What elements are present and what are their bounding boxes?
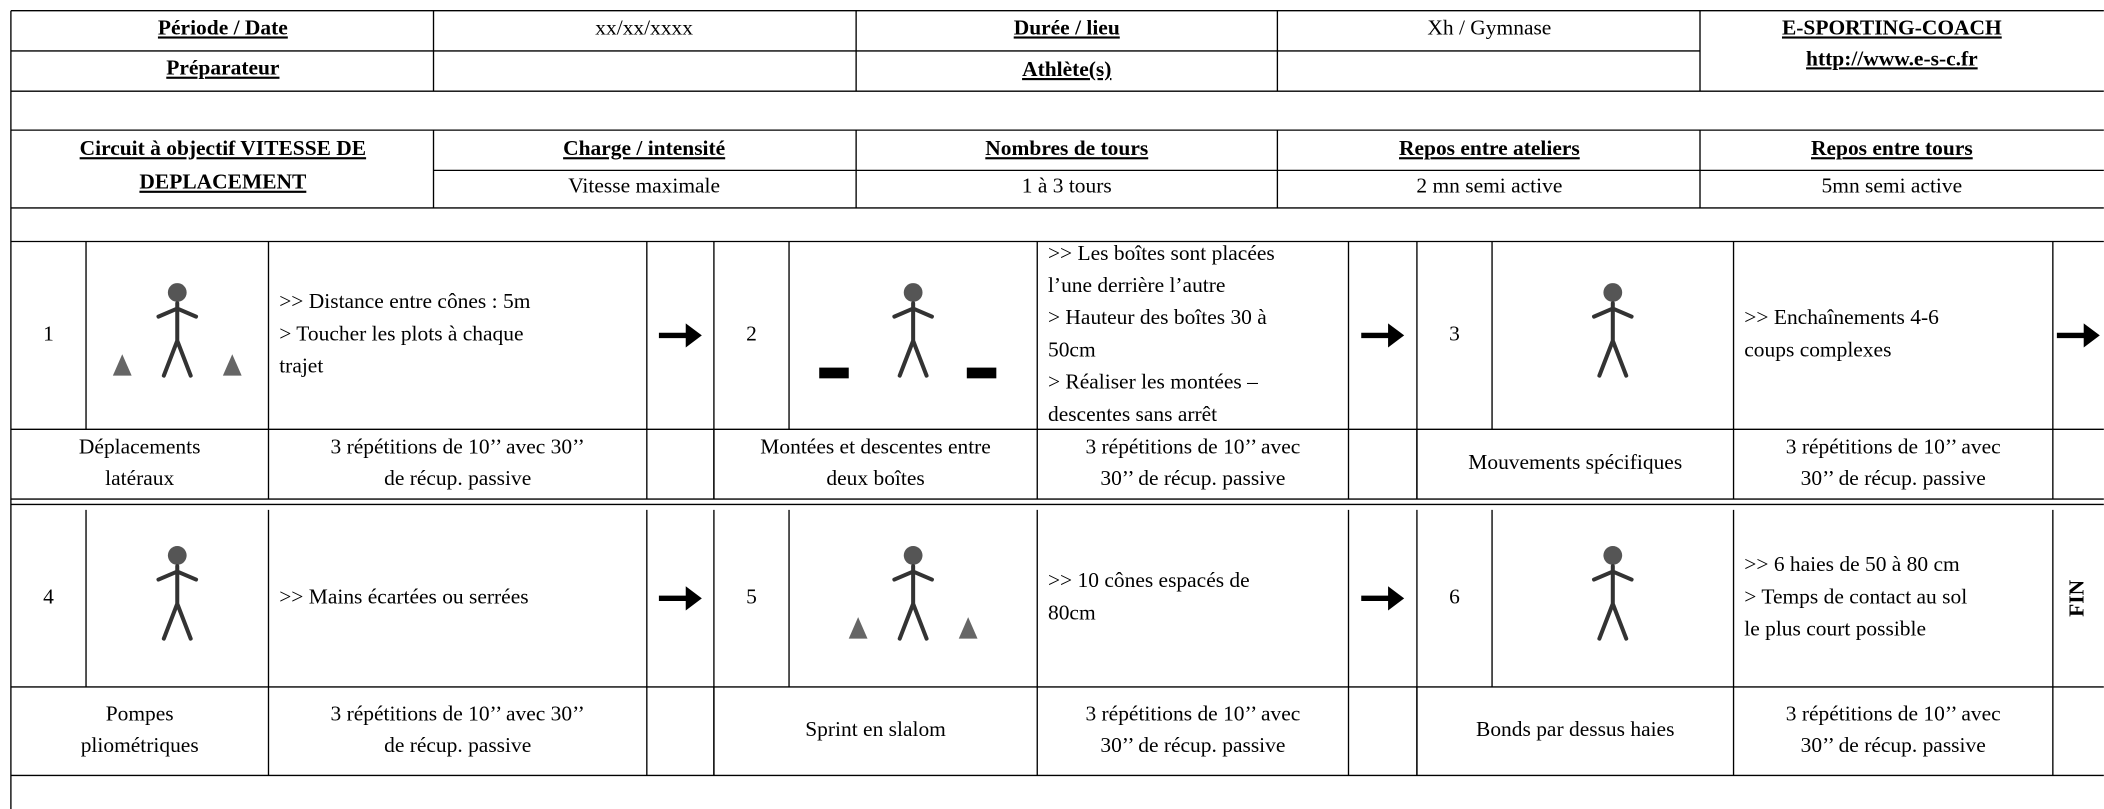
exercise-description: descentes sans arrêt [1048,402,1217,426]
date: xx/xx/xxxx [595,15,693,39]
exercise-detail: de récup. passive [384,733,531,757]
exercise-detail: 3 répétitions de 10’’ avec 30’’ [330,434,584,458]
figure-body [156,301,199,378]
exercise-number: 2 [746,321,757,345]
exercise-name: pliométriques [81,733,199,757]
figure-body [1592,564,1634,641]
illustration [1592,546,1634,641]
exercise-detail: 3 répétitions de 10’’ avec [1085,434,1300,458]
arrow [658,586,702,611]
arrow [1361,586,1405,611]
box [966,367,997,379]
circuit-title: Circuit à objectif VITESSE DE [80,136,366,160]
arrow [658,323,702,348]
exercise-number: 6 [1449,584,1460,608]
exercise-number: 4 [43,584,54,608]
illustration [848,546,978,641]
arrow [1361,323,1405,348]
figure-head [1603,546,1623,565]
exercise-name: Pompes [106,701,174,725]
exercise-detail: 3 répétitions de 10’’ avec [1085,701,1300,725]
exercise-detail: 3 répétitions de 10’’ avec [1786,701,2001,725]
illustration [156,546,199,641]
exercise-name: Montées et descentes entre [760,434,991,458]
exercise-description: > Réaliser les montées – [1048,370,1258,394]
duration-label: Durée / lieu [1014,15,1120,39]
arrow [2056,323,2100,348]
period-label: Période / Date [158,15,288,39]
figure-head [1603,283,1623,302]
exercise-detail: de récup. passive [384,466,531,490]
exercise-description: >> Distance entre cônes : 5m [279,289,530,313]
athletes-label: Athlète(s) [1022,57,1111,81]
brand: E-SPORTING-COACH [1782,15,2002,39]
figure-head [167,546,187,565]
exercise-description: >> Mains écartées ou serrées [279,584,528,608]
circuit-value: 1 à 3 tours [1022,174,1112,198]
exercise-description: >> 10 cônes espacés de [1048,568,1250,592]
cone [222,354,242,376]
exercise-name: deux boîtes [826,466,924,490]
cone [112,354,132,376]
cone [848,617,868,639]
url: http://www.e-s-c.fr [1806,46,1978,70]
cone [958,617,978,639]
exercise-description: > Hauteur des boîtes 30 à [1048,305,1267,329]
figure-body [1592,301,1634,378]
exercise-description: trajet [279,354,323,378]
exercise-number: 1 [43,321,54,345]
exercise-description: 50cm [1048,337,1096,361]
end-label: FIN [2064,579,2088,616]
exercise-detail: 30’’ de récup. passive [1100,466,1285,490]
exercise-description: l’une derrière l’autre [1048,273,1225,297]
circuit-title: DEPLACEMENT [139,170,306,194]
exercise-description: >> 6 haies de 50 à 80 cm [1744,552,1960,576]
preparer-label: Préparateur [166,56,280,80]
exercise-description: >> Enchaînements 4-6 [1744,305,1939,329]
circuit-header: Charge / intensité [563,136,725,160]
exercise-description: >> Les boîtes sont placées [1048,241,1275,265]
illustration [1592,283,1634,378]
exercise-detail: 3 répétitions de 10’’ avec 30’’ [330,701,584,725]
circuit-value: 2 mn semi active [1416,174,1562,198]
exercise-name: Déplacements [79,434,201,458]
exercise-number: 3 [1449,321,1460,345]
circuit-header: Nombres de tours [985,136,1148,160]
exercise-number: 5 [746,584,757,608]
duration: Xh / Gymnase [1427,15,1551,39]
figure-head [903,546,923,565]
box [819,367,849,379]
illustration [819,283,997,379]
figure-head [903,283,923,302]
exercise-description: le plus court possible [1744,616,1926,640]
exercise-description: > Temps de contact au sol [1744,584,1967,608]
illustration [112,283,242,378]
exercise-detail: 30’’ de récup. passive [1801,466,1986,490]
exercise-name: Sprint en slalom [805,717,946,741]
exercise-detail: 3 répétitions de 10’’ avec [1786,434,2001,458]
figure-head [167,283,187,302]
exercise-description: coups complexes [1744,337,1891,361]
exercise-description: 80cm [1048,600,1096,624]
circuit-header: Repos entre ateliers [1399,136,1580,160]
circuit-value: Vitesse maximale [568,174,720,198]
exercise-name: Bonds par dessus haies [1476,717,1674,741]
exercise-detail: 30’’ de récup. passive [1801,733,1986,757]
figure-body [156,564,199,641]
circuit-header: Repos entre tours [1811,136,1973,160]
exercise-description: > Toucher les plots à chaque [279,321,523,345]
exercise-detail: 30’’ de récup. passive [1100,733,1285,757]
exercise-name: latéraux [105,466,174,490]
figure-body [892,301,934,378]
exercise-name: Mouvements spécifiques [1468,450,1682,474]
circuit-value: 5mn semi active [1822,174,1963,198]
figure-body [892,564,934,641]
